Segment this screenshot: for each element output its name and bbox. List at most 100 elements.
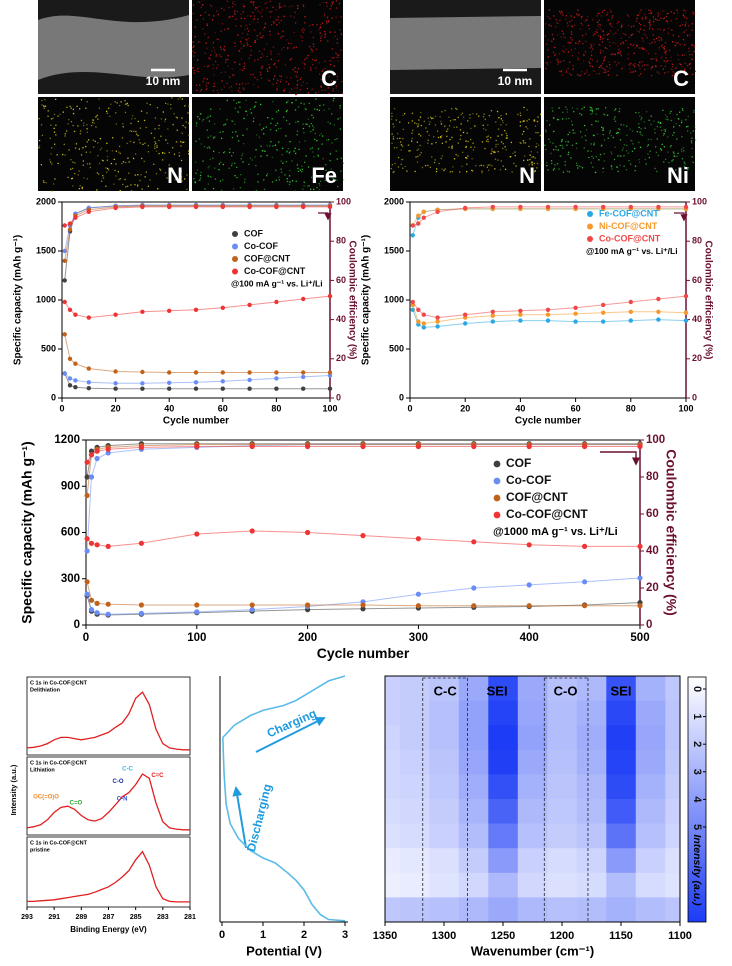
map-dot: [53, 113, 56, 116]
map-dot: [278, 5, 280, 7]
capacity-point: [73, 312, 78, 317]
map-dot: [643, 25, 645, 27]
map-dot: [38, 145, 41, 147]
map-dot: [185, 127, 187, 129]
map-dot: [77, 174, 79, 176]
map-dot: [206, 47, 208, 49]
map-dot: [253, 76, 255, 78]
map-dot: [638, 13, 640, 15]
map-dot: [207, 167, 209, 169]
map-dot: [549, 124, 551, 126]
capacity-point: [463, 312, 468, 317]
capacity-point: [84, 591, 90, 597]
map-dot: [602, 167, 604, 169]
map-dot: [242, 4, 244, 6]
map-dot: [562, 111, 564, 113]
map-dot: [245, 110, 248, 113]
map-dot: [184, 178, 186, 180]
map-dot: [145, 126, 147, 129]
map-dot: [297, 170, 300, 172]
map-dot: [188, 150, 190, 152]
heat-cell: [635, 774, 666, 800]
y-tick-label: 2000: [384, 196, 404, 206]
map-dot: [536, 143, 538, 145]
map-dot: [608, 33, 610, 35]
map-dot: [580, 22, 582, 25]
map-dot: [591, 59, 593, 61]
map-dot: [446, 135, 448, 137]
ce-point: [656, 204, 661, 210]
map-dot: [556, 118, 559, 121]
map-dot: [399, 121, 401, 123]
map-dot: [264, 26, 266, 28]
map-dot: [625, 34, 627, 36]
heat-cell: [488, 897, 519, 922]
map-dot: [409, 150, 411, 152]
map-dot: [629, 62, 631, 65]
map-dot: [651, 66, 653, 68]
map-dot: [634, 170, 636, 172]
map-dot: [273, 63, 275, 66]
map-dot: [392, 171, 394, 174]
map-dot: [534, 125, 537, 127]
map-dot: [253, 15, 256, 17]
map-dot: [604, 114, 606, 116]
map-dot: [70, 107, 72, 109]
map-dot: [268, 80, 271, 82]
map-dot: [225, 61, 227, 63]
y2-tick-label: 100: [692, 196, 707, 206]
map-dot: [304, 107, 306, 110]
map-dot: [99, 138, 101, 140]
map-dot: [242, 161, 244, 163]
capacity-point: [274, 370, 279, 375]
map-dot: [297, 167, 299, 170]
map-dot: [329, 60, 332, 62]
map-dot: [208, 14, 210, 16]
map-dot: [212, 67, 214, 70]
capacity-point: [62, 332, 67, 337]
capacity-point: [683, 318, 689, 323]
legend-label: Co-COF: [506, 473, 551, 487]
y-tick-label: 0: [399, 392, 404, 402]
map-dot: [294, 87, 296, 89]
map-dot: [667, 71, 669, 73]
x-tick-label: 0: [407, 404, 412, 414]
map-dot: [463, 116, 465, 118]
map-dot: [86, 101, 88, 103]
map-dot: [436, 130, 439, 132]
map-dot: [321, 22, 324, 24]
map-dot: [85, 151, 87, 153]
map-dot: [638, 123, 640, 125]
map-dot: [239, 187, 241, 189]
heat-cell: [385, 848, 401, 874]
map-dot: [633, 43, 635, 45]
map-dot: [414, 170, 416, 173]
map-dot: [261, 150, 264, 152]
map-dot: [632, 33, 634, 35]
map-dot: [280, 168, 282, 170]
map-dot: [202, 160, 204, 162]
capacity-point: [573, 311, 578, 316]
map-dot: [554, 26, 557, 28]
map-dot: [590, 43, 592, 45]
map-dot: [619, 128, 621, 131]
map-dot: [551, 33, 554, 36]
spectrum-title: C 1s in Co-COF@CNT: [30, 680, 88, 686]
map-dot: [176, 129, 178, 131]
map-dot: [694, 128, 696, 130]
map-dot: [633, 52, 635, 54]
map-dot: [534, 157, 536, 159]
map-dot: [234, 175, 236, 177]
map-dot: [209, 4, 211, 6]
map-dot: [216, 89, 218, 92]
map-dot: [648, 119, 650, 121]
map-dot: [643, 29, 645, 31]
map-dot: [657, 154, 659, 157]
heat-cell: [429, 700, 460, 726]
map-dot: [223, 124, 225, 126]
map-dot: [562, 171, 564, 173]
map-dot: [664, 51, 666, 53]
map-dot: [596, 31, 598, 34]
legend-label: COF@CNT: [506, 490, 568, 504]
